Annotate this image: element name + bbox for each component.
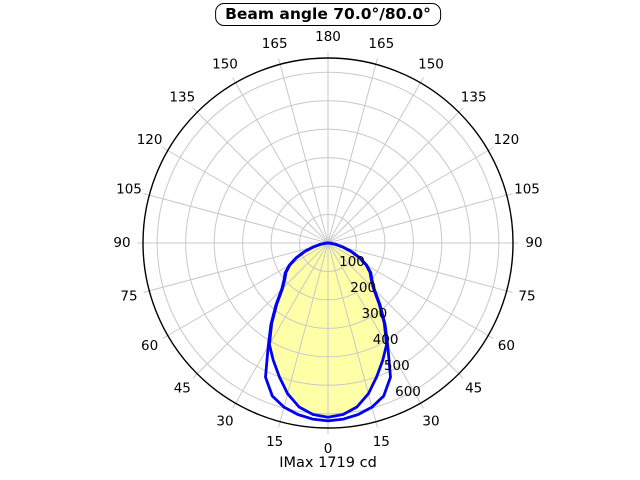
grid-spoke	[162, 147, 329, 244]
chart-title: Beam angle 70.0°/80.0°	[225, 5, 431, 23]
angle-tick-label: 30	[216, 413, 233, 429]
radial-tick-label: 200	[350, 280, 376, 296]
angle-tick-label: 0	[324, 441, 333, 457]
angle-tick-label: 90	[525, 235, 542, 251]
angle-tick-label: 45	[465, 381, 482, 397]
angle-tick-label: 45	[174, 381, 191, 397]
radial-tick-label: 600	[395, 384, 421, 400]
grid-spoke	[278, 242, 329, 428]
grid-spoke	[327, 242, 494, 339]
angle-tick-label: 15	[373, 434, 390, 450]
beam-curve-70.0°	[268, 241, 388, 419]
grid-spoke	[327, 242, 464, 379]
grid-spoke	[143, 242, 329, 293]
angle-tick-label: 60	[498, 338, 515, 354]
angle-tick-label: 150	[418, 57, 444, 73]
grid-spoke	[327, 193, 513, 244]
radial-tick-label: 400	[373, 332, 399, 348]
angle-tick-label: 75	[518, 288, 535, 304]
angle-tick-label: 150	[212, 57, 238, 73]
grid-spoke	[327, 147, 494, 244]
grid-spoke	[143, 193, 329, 244]
radial-tick-label: 300	[362, 306, 388, 322]
grid-spoke	[327, 242, 424, 409]
angle-tick-label: 105	[116, 182, 142, 198]
grid-spoke	[232, 242, 329, 409]
angle-tick-label: 165	[368, 36, 394, 52]
grid-spoke	[327, 242, 378, 428]
chart-title-box: Beam angle 70.0°/80.0°	[215, 3, 441, 26]
grid-spoke	[232, 77, 329, 244]
angle-tick-label: 15	[266, 434, 283, 450]
grid-spoke	[278, 58, 329, 244]
grid-spoke	[192, 107, 329, 244]
grid-spoke	[162, 242, 329, 339]
angle-tick-label: 120	[494, 132, 520, 148]
imax-label: IMax 1719 cd	[279, 455, 377, 471]
angle-tick-label: 180	[315, 29, 341, 45]
polar-boundary	[142, 57, 514, 429]
grid-spoke	[327, 58, 378, 244]
angle-tick-label: 75	[120, 288, 137, 304]
angle-tick-label: 60	[141, 338, 158, 354]
angle-tick-label: 135	[461, 89, 487, 105]
grid-spoke	[327, 77, 424, 244]
grid-spoke	[327, 242, 513, 293]
angle-tick-label: 105	[514, 182, 540, 198]
angle-tick-label: 30	[422, 413, 439, 429]
angle-tick-label: 165	[262, 36, 288, 52]
angle-tick-label: 135	[169, 89, 195, 105]
grid-spoke	[327, 107, 464, 244]
angle-tick-label: 90	[113, 235, 130, 251]
grid-spoke	[192, 242, 329, 379]
radial-tick-label: 500	[384, 358, 410, 374]
angle-tick-label: 120	[137, 132, 163, 148]
radial-tick-label: 100	[339, 254, 365, 270]
